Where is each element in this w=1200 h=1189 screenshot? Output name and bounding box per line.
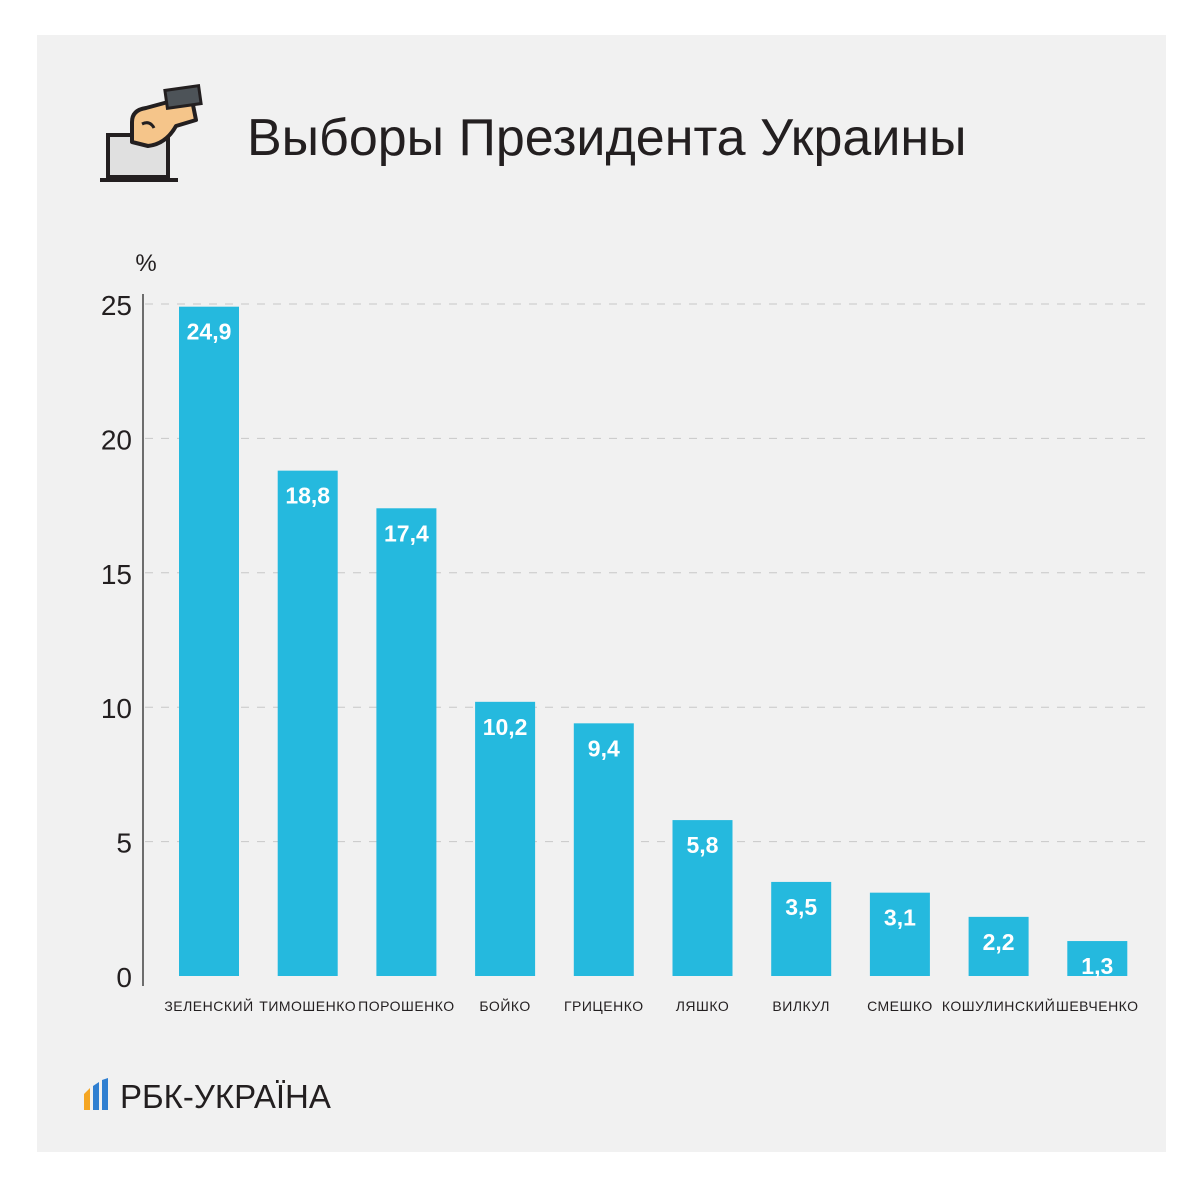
bar-value-label: 1,3: [1081, 953, 1113, 979]
bar-value-label: 3,1: [884, 905, 916, 931]
y-tick-label: 15: [101, 559, 132, 590]
bar: [573, 723, 634, 976]
x-tick-label: ПОРОШЕНКО: [358, 998, 455, 1014]
x-tick-label: ТИМОШЕНКО: [259, 998, 356, 1014]
bar: [1067, 941, 1128, 976]
bar-value-label: 9,4: [588, 735, 620, 761]
bar-value-label: 2,2: [983, 929, 1015, 955]
bar: [475, 701, 536, 976]
bar: [277, 470, 338, 976]
bar: [869, 892, 930, 976]
bar-value-label: 10,2: [483, 714, 528, 740]
x-tick-label: ШЕВЧЕНКО: [1056, 998, 1139, 1014]
brand-name: РБК-УКРАЇНА: [120, 1078, 331, 1115]
x-tick-label: СМЕШКО: [867, 998, 933, 1014]
page-title: Выборы Президента Украины: [247, 109, 967, 167]
y-tick-label: 20: [101, 424, 132, 455]
bar-value-label: 18,8: [285, 483, 330, 509]
x-tick-label: ГРИЦЕНКО: [564, 998, 644, 1014]
bar-value-label: 3,5: [785, 894, 817, 920]
x-tick-label: ЗЕЛЕНСКИЙ: [164, 997, 253, 1014]
bar: [968, 916, 1029, 976]
y-tick-label: 5: [116, 828, 132, 859]
x-tick-label: ВИЛКУЛ: [772, 998, 830, 1014]
y-tick-label: 0: [116, 962, 132, 993]
rbk-logo-icon: [84, 1078, 116, 1118]
bar-value-label: 5,8: [687, 832, 719, 858]
ballot-box-icon: [96, 80, 206, 190]
bar-value-label: 24,9: [187, 319, 232, 345]
x-tick-label: КОШУЛИНСКИЙ: [942, 997, 1055, 1014]
y-tick-label: 25: [101, 290, 132, 321]
bar: [672, 820, 733, 976]
x-tick-label: ЛЯШКО: [676, 998, 730, 1014]
y-axis-label: %: [135, 250, 156, 277]
x-tick-label: БОЙКО: [479, 997, 530, 1014]
bar-value-label: 17,4: [384, 520, 429, 546]
bar: [179, 306, 239, 976]
bar: [376, 508, 437, 976]
y-tick-label: 10: [101, 693, 132, 724]
bar: [771, 881, 832, 976]
